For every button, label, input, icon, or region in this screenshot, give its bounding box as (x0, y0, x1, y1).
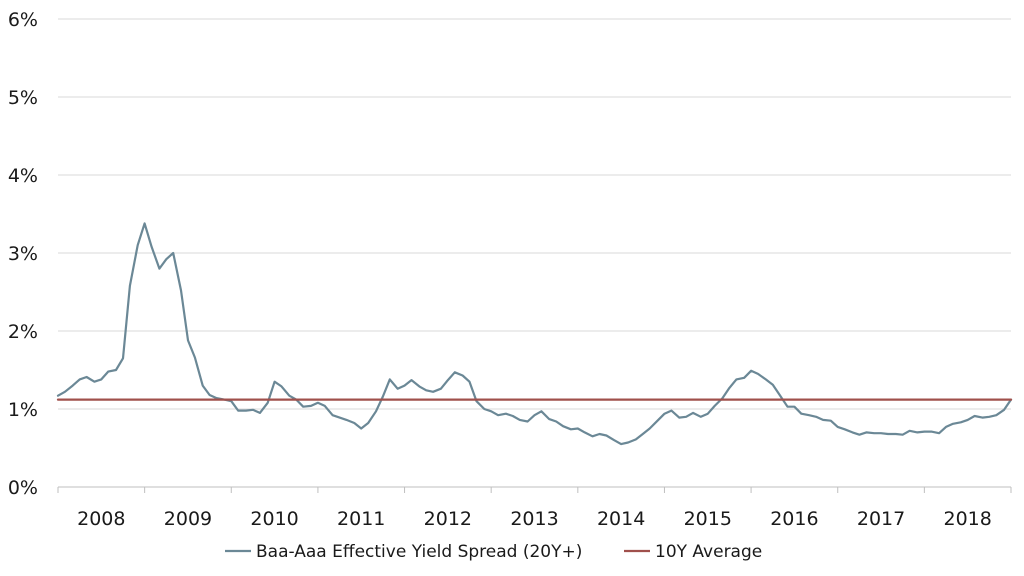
x-tick-label: 2011 (337, 508, 385, 530)
x-tick-label: 2018 (944, 508, 992, 530)
y-tick-label: 2% (8, 321, 38, 343)
y-tick-label: 0% (8, 477, 38, 499)
x-tick-label: 2012 (424, 508, 472, 530)
series-lines (56, 222, 1013, 446)
y-tick-label: 1% (8, 399, 38, 421)
x-tick-label: 2013 (510, 508, 558, 530)
x-tick-label: 2009 (164, 508, 212, 530)
legend-label-spread: Baa-Aaa Effective Yield Spread (20Y+) (256, 542, 582, 562)
grid-lines (58, 18, 1011, 410)
x-axis (57, 486, 1012, 493)
y-tick-label: 3% (8, 243, 38, 265)
y-tick-label: 4% (8, 165, 38, 187)
x-tick-label: 2015 (684, 508, 732, 530)
x-tick-label: 2014 (597, 508, 645, 530)
y-tick-label: 6% (8, 9, 38, 31)
legend: Baa-Aaa Effective Yield Spread (20Y+) 10… (225, 542, 762, 562)
y-axis-tick-labels: 0% 1% 2% 3% 4% 5% 6% (8, 9, 38, 499)
x-tick-label: 2010 (250, 508, 298, 530)
spread-series-line (56, 222, 1013, 446)
x-tick-label: 2008 (77, 508, 125, 530)
legend-label-average: 10Y Average (655, 542, 762, 562)
y-tick-label: 5% (8, 87, 38, 109)
x-tick-label: 2016 (770, 508, 818, 530)
x-tick-label: 2017 (857, 508, 905, 530)
x-axis-tick-labels: 2008 2009 2010 2011 2012 2013 2014 2015 2016 2017… (77, 508, 992, 530)
